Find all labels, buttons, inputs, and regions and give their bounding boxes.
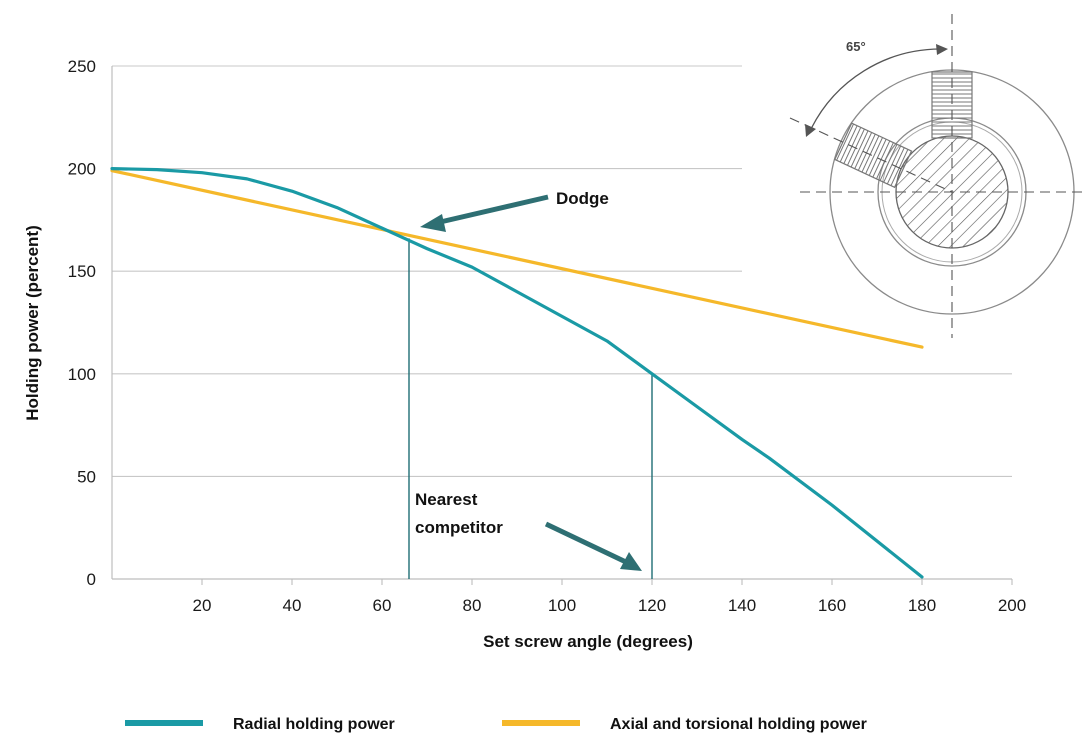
legend: Radial holding power Axial and torsional… bbox=[125, 716, 867, 733]
angle-label: 65° bbox=[846, 39, 866, 54]
competitor-arrow bbox=[544, 521, 642, 571]
dodge-arrow bbox=[420, 194, 549, 232]
y-tick-label-100: 100 bbox=[68, 365, 96, 384]
x-tick-label-20: 20 bbox=[193, 596, 212, 615]
y-tick-label-150: 150 bbox=[68, 262, 96, 281]
x-tick-label-60: 60 bbox=[373, 596, 392, 615]
x-tick-label-40: 40 bbox=[283, 596, 302, 615]
x-tick-label-120: 120 bbox=[638, 596, 666, 615]
competitor-annotation-line-2: competitor bbox=[415, 518, 503, 537]
y-tick-label-50: 50 bbox=[77, 467, 96, 486]
x-tick-label-160: 160 bbox=[818, 596, 846, 615]
y-tick-labels: 0 50 100 150 200 250 bbox=[68, 57, 96, 589]
series-line-radial bbox=[110, 167, 924, 579]
y-tick-label-0: 0 bbox=[87, 570, 96, 589]
y-axis-title: Holding power (percent) bbox=[23, 225, 42, 421]
x-tick-labels: 20 40 60 80 100 120 140 160 180 200 bbox=[193, 579, 1026, 615]
legend-label-radial: Radial holding power bbox=[233, 716, 395, 733]
set-screw-diagram: 65° bbox=[789, 14, 1085, 338]
competitor-annotation-line-1: Nearest bbox=[415, 490, 478, 509]
x-axis-title: Set screw angle (degrees) bbox=[483, 632, 693, 651]
x-tick-label-80: 80 bbox=[463, 596, 482, 615]
legend-label-axial: Axial and torsional holding power bbox=[610, 716, 867, 733]
dodge-annotation: Dodge bbox=[556, 189, 609, 208]
x-tick-label-100: 100 bbox=[548, 596, 576, 615]
x-tick-label-140: 140 bbox=[728, 596, 756, 615]
series-line-axial-torsional bbox=[110, 169, 924, 349]
y-tick-label-200: 200 bbox=[68, 160, 96, 179]
gridlines bbox=[112, 65, 1012, 477]
x-tick-label-180: 180 bbox=[908, 596, 936, 615]
x-tick-label-200: 200 bbox=[998, 596, 1026, 615]
y-tick-label-250: 250 bbox=[68, 57, 96, 76]
